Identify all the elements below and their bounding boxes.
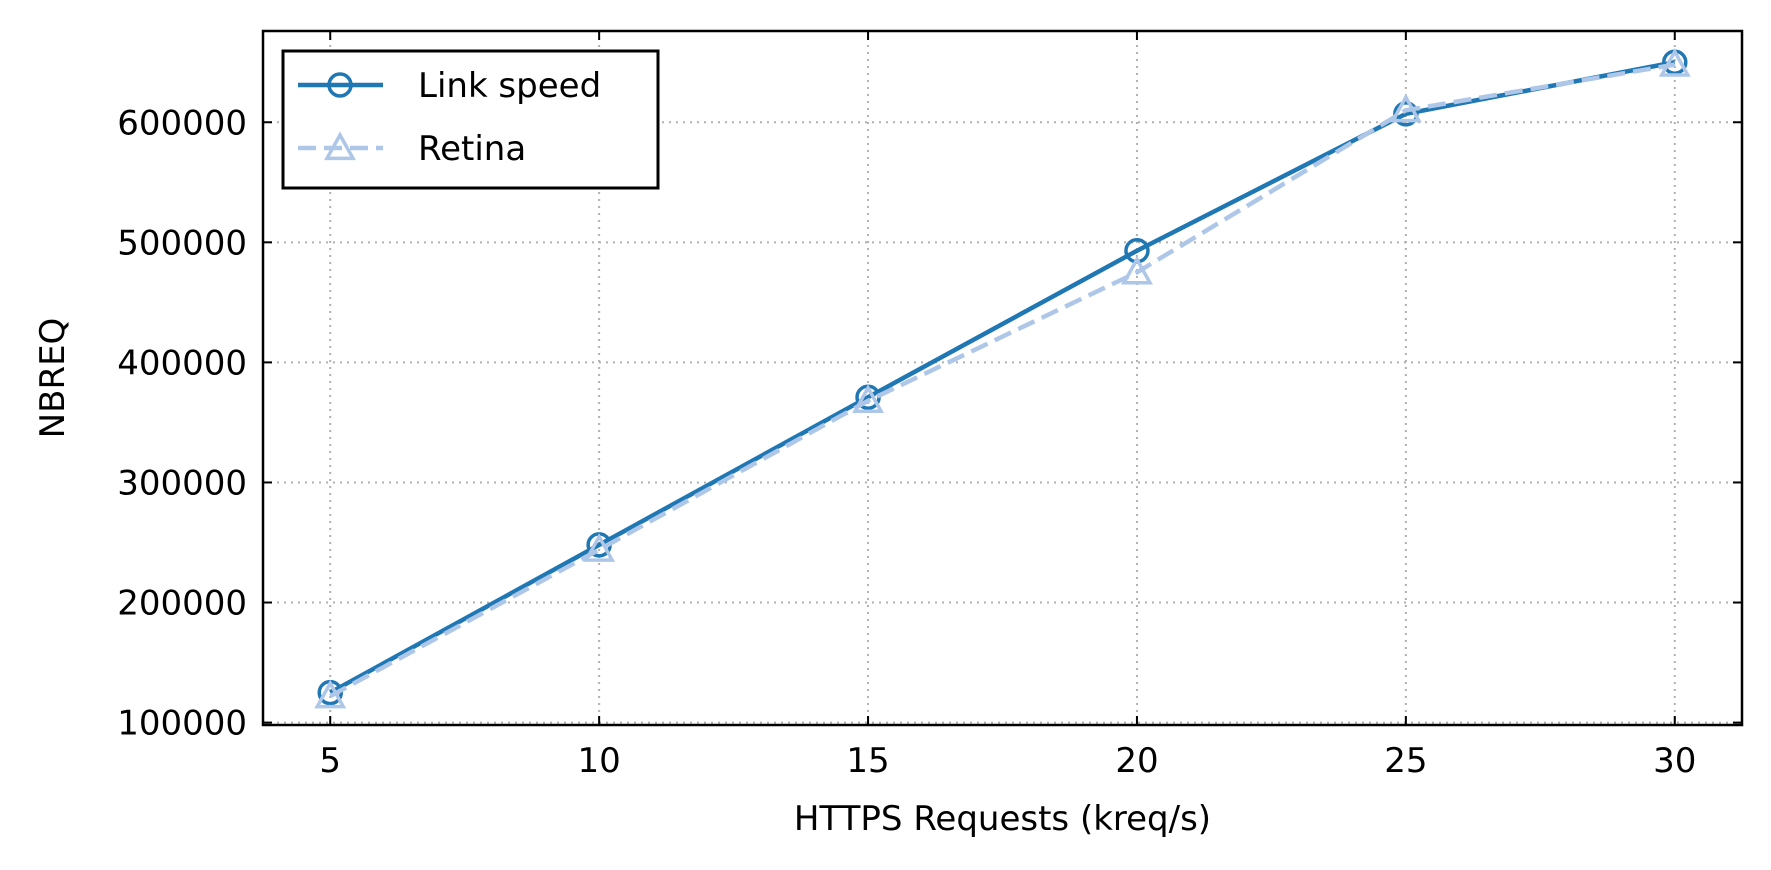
legend-item: Link speed bbox=[298, 66, 601, 106]
x-axis-title: HTTPS Requests (kreq/s) bbox=[794, 799, 1211, 839]
x-tick-label: 25 bbox=[1384, 741, 1427, 781]
y-tick-label: 400000 bbox=[117, 343, 247, 383]
x-tick-label: 20 bbox=[1115, 741, 1158, 781]
series-line bbox=[329, 60, 1676, 695]
axes-layer: 5 10 15 20 25 30 100000 200000 300000 400000 50000… bbox=[117, 29, 1744, 781]
x-tick-label: 5 bbox=[319, 741, 341, 781]
plot-frame bbox=[261, 29, 1744, 727]
x-tick-label: 30 bbox=[1653, 741, 1696, 781]
series-1 bbox=[314, 48, 1691, 709]
y-tick-label: 300000 bbox=[117, 463, 247, 503]
data-point bbox=[583, 533, 616, 562]
series-line bbox=[329, 62, 1676, 699]
x-tick-label: 15 bbox=[846, 741, 889, 781]
legend-label: Retina bbox=[418, 129, 526, 169]
data-point bbox=[852, 384, 885, 413]
legend-marker bbox=[327, 72, 353, 98]
y-axis-title: NBREQ bbox=[33, 318, 73, 439]
y-tick-label: 200000 bbox=[117, 584, 247, 624]
data-point bbox=[1389, 93, 1422, 123]
y-tick-label: 600000 bbox=[117, 103, 247, 143]
legend-marker bbox=[324, 131, 356, 161]
y-tick-label: 100000 bbox=[117, 704, 247, 744]
data-point bbox=[1120, 255, 1153, 285]
legend-label: Link speed bbox=[418, 66, 601, 106]
y-tick-label: 500000 bbox=[117, 223, 247, 263]
data-point bbox=[314, 679, 347, 709]
legend: Link speed Retina bbox=[281, 49, 660, 190]
data-point bbox=[1658, 48, 1691, 77]
series-layer bbox=[314, 48, 1691, 709]
legend-item: Retina bbox=[298, 129, 526, 169]
x-tick-label: 10 bbox=[578, 741, 621, 781]
